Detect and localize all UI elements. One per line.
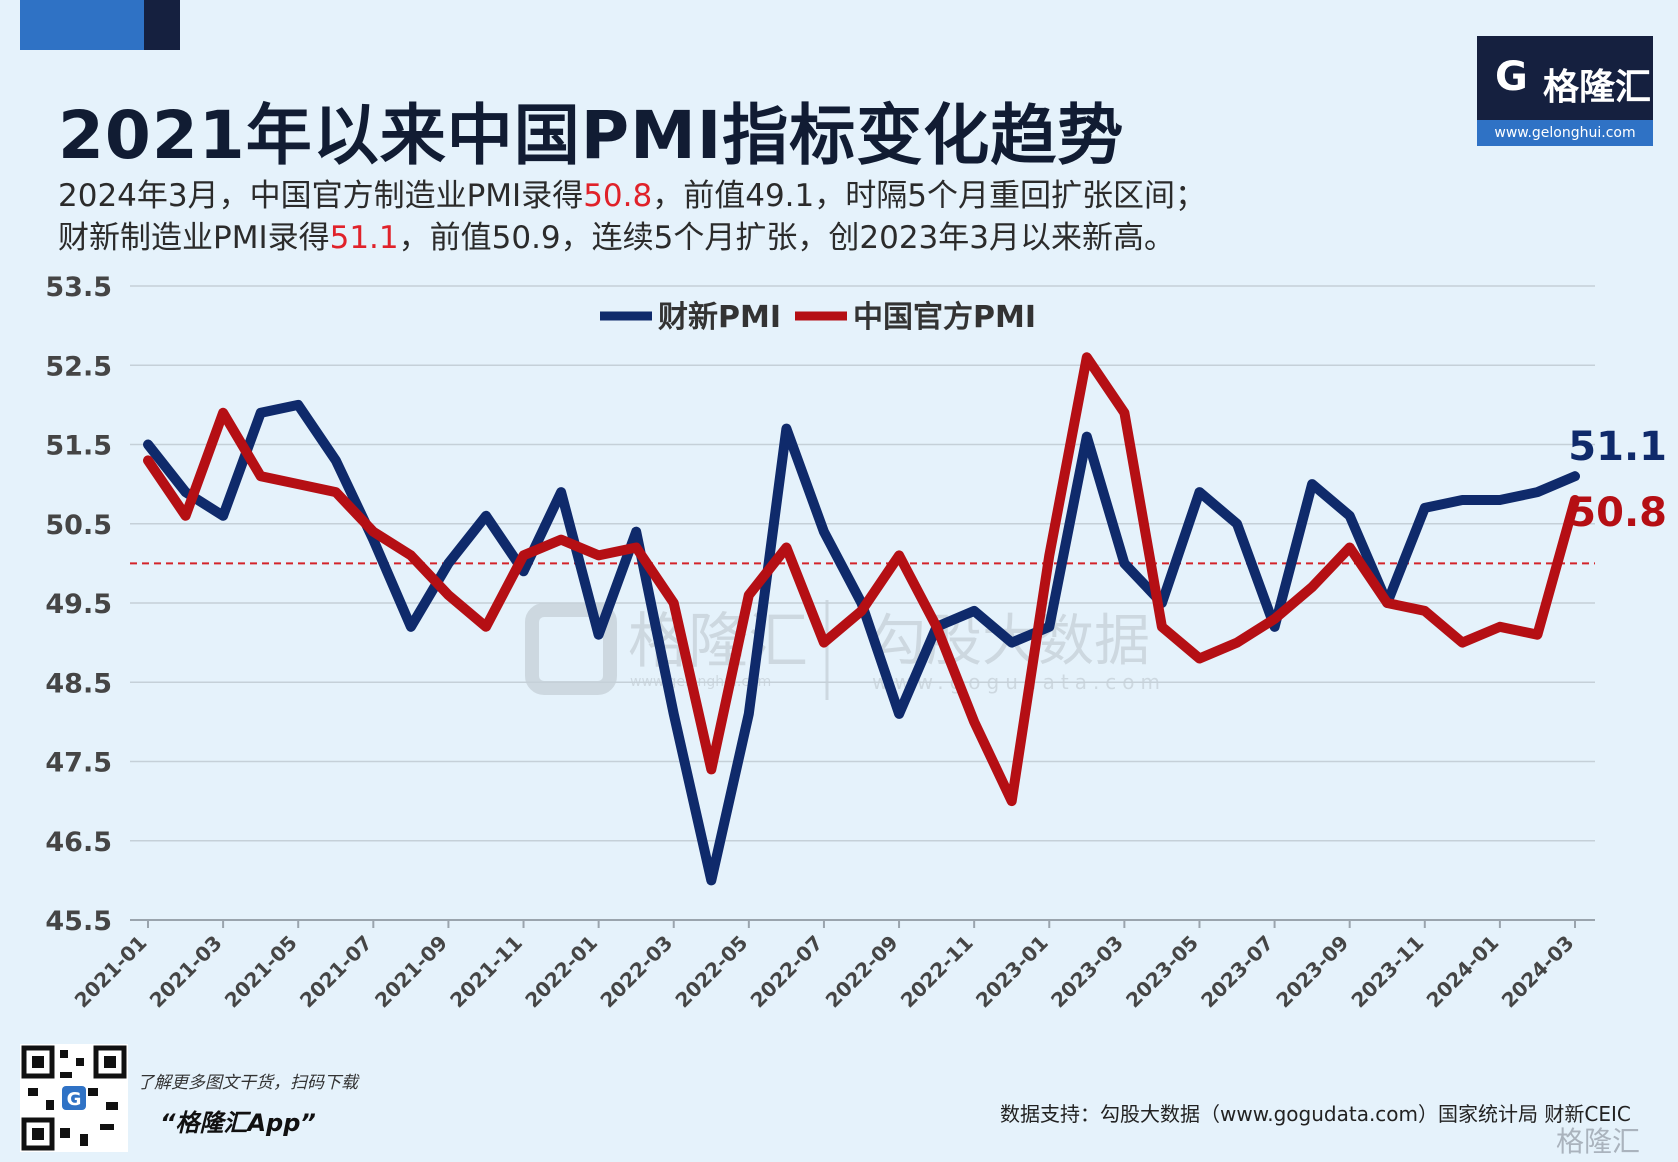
subtitle-1-pre: 2024年3月，中国官方制造业PMI录得 [58,178,584,214]
x-tick-label: 2022-03 [595,931,677,1013]
y-tick-label: 49.5 [45,589,112,620]
footer-brand: 格隆汇 [1556,1125,1641,1158]
x-tick-label: 2023-07 [1196,931,1278,1013]
x-tick-label: 2022-11 [896,931,978,1013]
subtitle-2-pre: 财新制造业PMI录得 [58,220,330,256]
y-tick-label: 47.5 [45,748,112,779]
header-accent-bar-blue [20,0,144,50]
x-tick-label: 2021-09 [370,931,452,1013]
y-tick-label: 51.5 [45,431,112,462]
x-tick-label: 2022-05 [670,931,752,1013]
x-tick-label: 2022-09 [821,931,903,1013]
subtitle-2-highlight: 51.1 [329,220,399,256]
y-tick-label: 50.5 [45,510,112,541]
x-tick-label: 2023-01 [971,931,1053,1013]
y-axis: 53.5 52.5 51.5 50.5 49.5 48.5 47.5 46.5 45.5 [45,272,112,937]
logo-g-icon: G [1495,54,1528,100]
series-line-0 [143,399,1580,886]
legend-label-1: 中国官方PMI [853,300,1036,335]
end-labels: 51.1 50.8 [1568,424,1667,536]
page-title: 2021年以来中国PMI指标变化趋势 [58,97,1125,174]
y-tick-label: 48.5 [45,668,112,699]
data-source: 数据支持：勾股大数据（www.gogudata.com）国家统计局 财新CEIC [1000,1102,1631,1126]
subtitle-2-post: ，前值50.9，连续5个月扩张，创2023年3月以来新高。 [398,220,1175,256]
x-tick-label: 2024-03 [1497,931,1579,1013]
x-tick-label: 2021-01 [70,931,152,1013]
x-tick-label: 2023-09 [1271,931,1353,1013]
logo-url: www.gelonghui.com [1477,120,1653,146]
qr-code[interactable]: G [20,1044,128,1152]
subtitle-1-post: ，前值49.1，时隔5个月重回扩张区间； [652,178,1206,214]
x-tick-label: 2021-11 [445,931,527,1013]
y-tick-label: 52.5 [45,351,112,382]
subtitle-line-1: 2024年3月，中国官方制造业PMI录得50.8，前值49.1，时隔5个月重回扩… [58,170,1206,215]
x-tick-label: 2024-01 [1422,931,1504,1013]
y-tick-label: 53.5 [45,272,112,303]
subtitle-1-highlight: 50.8 [583,178,653,214]
x-tick-label: 2022-07 [746,931,828,1013]
x-tick-label: 2021-07 [295,931,377,1013]
qr-caption: 了解更多图文干货，扫码下载 [137,1073,358,1093]
x-tick-label: 2022-01 [520,931,602,1013]
chart-series [143,352,1580,886]
end-value-label-0: 51.1 [1568,424,1667,470]
y-tick-label: 45.5 [45,906,112,937]
subtitle-line-2: 财新制造业PMI录得51.1，前值50.9，连续5个月扩张，创2023年3月以来… [58,212,1175,257]
logo-name: 格隆汇 [1543,67,1652,108]
header-accent-bar-dark [144,0,180,50]
x-tick-label: 2021-03 [145,931,227,1013]
x-tick-label: 2021-05 [220,931,302,1013]
legend-label-0: 财新PMI [658,300,781,335]
qr-code-icon: G [21,1045,127,1151]
svg-text:G: G [67,1089,82,1110]
series-line-1 [143,352,1580,807]
chart-legend: 财新PMI 中国官方PMI [600,300,1036,335]
qr-app-name: “格隆汇App” [160,1109,316,1137]
x-tick-label: 2023-03 [1046,931,1128,1013]
x-tick-label: 2023-05 [1121,931,1203,1013]
y-tick-label: 46.5 [45,827,112,858]
brand-logo[interactable]: G 格隆汇 www.gelonghui.com [1477,36,1653,146]
end-value-label-1: 50.8 [1568,490,1667,536]
x-tick-label: 2023-11 [1346,931,1428,1013]
x-axis: 2021-012021-032021-052021-072021-092021-… [70,920,1579,1012]
watermark-g-icon [525,603,617,695]
